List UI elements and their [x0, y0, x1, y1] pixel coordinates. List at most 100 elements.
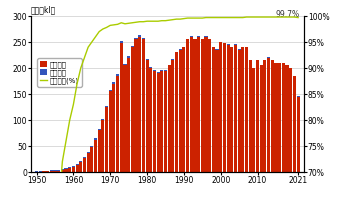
Bar	[98, 129, 101, 130]
Bar	[179, 49, 182, 50]
Bar	[175, 52, 178, 172]
Bar	[171, 60, 175, 172]
Bar	[260, 65, 263, 172]
Bar	[274, 63, 277, 172]
Bar	[120, 41, 123, 43]
Bar	[267, 57, 270, 58]
Bar	[135, 38, 138, 39]
Bar	[39, 171, 42, 172]
Bar	[94, 140, 97, 172]
Bar	[205, 36, 208, 37]
Bar	[194, 39, 197, 172]
Bar	[271, 60, 274, 172]
Bar	[208, 39, 211, 172]
Bar	[65, 168, 68, 169]
Bar	[289, 68, 292, 172]
Bar	[61, 169, 64, 170]
Bar	[149, 67, 152, 68]
Bar	[157, 73, 160, 172]
Bar	[252, 68, 255, 172]
Bar	[135, 39, 138, 172]
Bar	[278, 63, 281, 172]
Bar	[72, 167, 75, 172]
Bar	[72, 166, 75, 167]
Bar	[79, 162, 82, 172]
Bar	[90, 147, 93, 172]
Bar	[285, 65, 288, 172]
Bar	[105, 106, 108, 107]
Bar	[216, 50, 219, 172]
Bar	[146, 60, 149, 172]
Bar	[245, 47, 248, 172]
Bar	[83, 157, 86, 158]
Bar	[87, 152, 90, 153]
Bar	[238, 50, 241, 172]
Bar	[101, 120, 105, 172]
Bar	[282, 63, 285, 172]
Bar	[230, 47, 233, 172]
Bar	[296, 97, 300, 172]
Bar	[142, 39, 145, 172]
Legend: 輸入原油, 国産原油, 輸入比率(%): 輸入原油, 国産原油, 輸入比率(%)	[37, 58, 82, 87]
Bar	[101, 119, 105, 120]
Bar	[223, 43, 226, 172]
Bar	[116, 74, 119, 76]
Bar	[146, 59, 149, 60]
Bar	[138, 35, 141, 37]
Bar	[53, 170, 57, 171]
Bar	[168, 65, 171, 172]
Bar	[190, 37, 193, 172]
Bar	[227, 45, 230, 172]
Bar	[120, 43, 123, 172]
Bar	[98, 130, 101, 172]
Bar	[153, 71, 156, 172]
Bar	[109, 90, 112, 91]
Bar	[83, 158, 86, 172]
Bar	[116, 76, 119, 172]
Bar	[179, 50, 182, 172]
Bar	[87, 153, 90, 172]
Bar	[160, 70, 164, 71]
Bar	[164, 71, 167, 172]
Bar	[124, 65, 127, 172]
Bar	[219, 42, 222, 172]
Bar	[205, 37, 208, 172]
Bar	[197, 36, 200, 37]
Bar	[164, 70, 167, 71]
Bar	[212, 47, 215, 172]
Bar	[68, 168, 71, 172]
Bar	[35, 171, 38, 172]
Bar	[183, 47, 186, 172]
Text: （百万kl）: （百万kl）	[31, 5, 56, 14]
Bar	[227, 44, 230, 45]
Bar	[157, 72, 160, 73]
Bar	[50, 170, 53, 171]
Bar	[142, 38, 145, 39]
Bar	[76, 164, 79, 165]
Bar	[153, 70, 156, 71]
Bar	[263, 60, 266, 172]
Bar	[57, 170, 60, 171]
Bar	[53, 171, 57, 172]
Bar	[76, 165, 79, 172]
Bar	[112, 84, 116, 172]
Bar	[160, 71, 164, 172]
Bar	[124, 64, 127, 65]
Bar	[131, 46, 134, 47]
Bar	[186, 39, 189, 172]
Bar	[65, 169, 68, 172]
Bar	[68, 167, 71, 168]
Bar	[105, 107, 108, 172]
Bar	[256, 60, 259, 172]
Bar	[94, 138, 97, 140]
Bar	[127, 56, 130, 58]
Bar	[216, 49, 219, 50]
Text: 99.7%: 99.7%	[276, 10, 300, 19]
Bar	[112, 82, 116, 84]
Bar	[241, 47, 244, 172]
Bar	[249, 60, 252, 172]
Bar	[127, 58, 130, 172]
Bar	[42, 171, 46, 172]
Bar	[201, 39, 204, 172]
Bar	[79, 161, 82, 162]
